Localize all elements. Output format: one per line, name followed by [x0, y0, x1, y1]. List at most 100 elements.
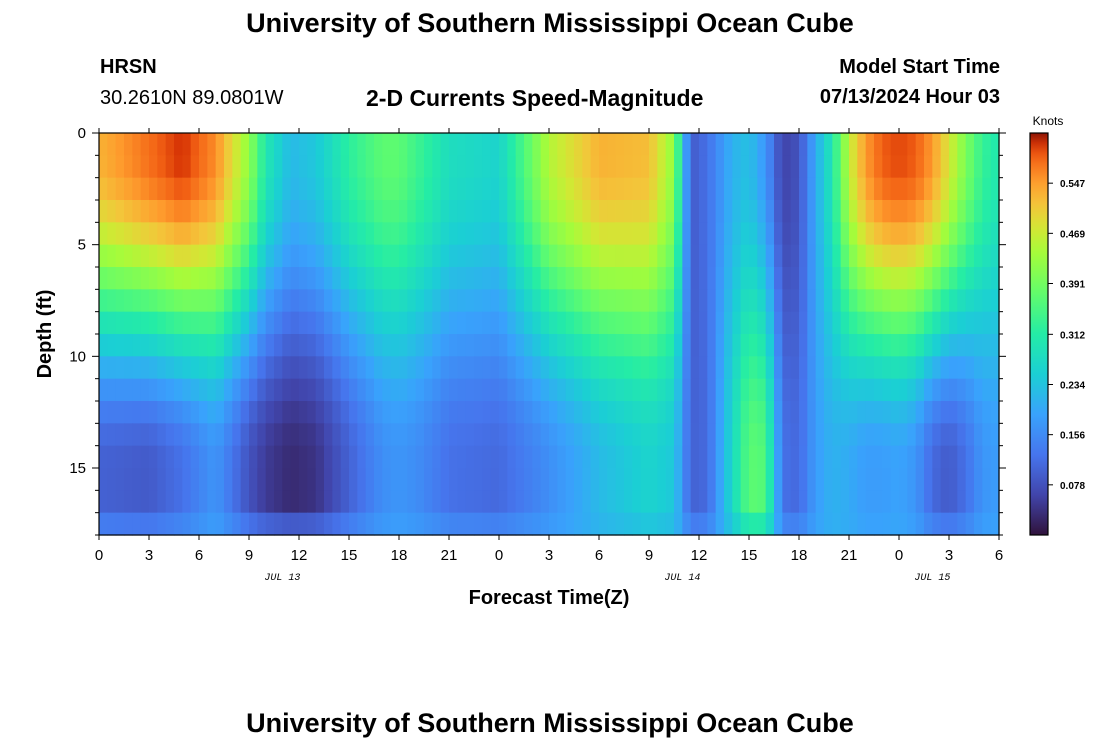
- heatmap-cell: [774, 445, 783, 469]
- heatmap-cell: [415, 177, 425, 201]
- heatmap-cell: [590, 401, 600, 424]
- heatmap-cell: [532, 512, 542, 536]
- colorbar-tick-label: 0.312: [1060, 330, 1085, 341]
- heatmap-cell: [882, 356, 892, 380]
- heatmap-cell: [940, 200, 950, 223]
- heatmap-cell: [632, 334, 642, 357]
- heatmap-cell: [299, 378, 308, 402]
- heatmap-cell: [857, 334, 867, 357]
- heatmap-cell: [649, 200, 658, 223]
- heatmap-cell: [390, 334, 400, 357]
- heatmap-cell: [624, 468, 633, 491]
- heatmap-cell: [874, 423, 883, 447]
- heatmap-cell: [790, 356, 800, 380]
- heatmap-cell: [490, 177, 500, 201]
- heatmap-cell: [915, 401, 925, 424]
- heatmap-cell: [482, 222, 492, 246]
- heatmap-cell: [440, 155, 450, 179]
- heatmap-cell: [99, 401, 108, 424]
- heatmap-cell: [965, 445, 975, 469]
- heatmap-cell: [440, 334, 450, 357]
- footer-title: University of Southern Mississippi Ocean…: [246, 708, 854, 738]
- heatmap-cell: [590, 311, 600, 335]
- heatmap-cell: [324, 289, 333, 313]
- heatmap-cell: [865, 200, 875, 223]
- heatmap-cell: [724, 289, 733, 313]
- heatmap-cell: [449, 155, 458, 179]
- heatmap-cell: [632, 378, 642, 402]
- heatmap-cell: [807, 334, 817, 357]
- heatmap-cell: [757, 512, 767, 536]
- heatmap-cell: [399, 133, 408, 156]
- heatmap-cell: [315, 356, 325, 380]
- heatmap-cell: [899, 289, 908, 313]
- heatmap-cell: [957, 378, 967, 402]
- heatmap-cell: [399, 200, 408, 223]
- heatmap-cell: [707, 155, 717, 179]
- heatmap-cell: [290, 133, 300, 156]
- heatmap-cell: [290, 490, 300, 514]
- heatmap-cell: [290, 334, 300, 357]
- heatmap-cell: [265, 267, 275, 290]
- heatmap-cell: [715, 222, 725, 246]
- heatmap-cell: [665, 200, 675, 223]
- heatmap-cell: [857, 356, 867, 380]
- heatmap-cell: [199, 401, 208, 424]
- colorbar-label: Knots: [1033, 114, 1064, 128]
- heatmap-cell: [815, 222, 825, 246]
- heatmap-cell: [549, 311, 558, 335]
- heatmap-cell: [507, 401, 517, 424]
- heatmap-cell: [507, 490, 517, 514]
- heatmap-cell: [199, 512, 208, 536]
- heatmap-cell: [249, 311, 258, 335]
- heatmap-cell: [624, 445, 633, 469]
- heatmap-cell: [765, 445, 775, 469]
- heatmap-cell: [807, 289, 817, 313]
- heatmap-cell: [365, 155, 375, 179]
- heatmap-cell: [399, 378, 408, 402]
- heatmap-cell: [940, 445, 950, 469]
- heatmap-cell: [782, 267, 792, 290]
- heatmap-cell: [957, 133, 967, 156]
- heatmap-cell: [699, 267, 708, 290]
- heatmap-cell: [715, 356, 725, 380]
- heatmap-cell: [465, 222, 475, 246]
- heatmap-cell: [615, 490, 625, 514]
- heatmap-cell: [982, 200, 992, 223]
- heatmap-cell: [224, 512, 233, 536]
- heatmap-cell: [457, 289, 467, 313]
- heatmap-cell: [182, 222, 192, 246]
- heatmap-cell: [407, 378, 417, 402]
- heatmap-cell: [265, 445, 275, 469]
- heatmap-cell: [249, 133, 258, 156]
- heatmap-cell: [690, 445, 700, 469]
- heatmap-cell: [199, 133, 208, 156]
- heatmap-cell: [949, 423, 958, 447]
- heatmap-cell: [907, 311, 917, 335]
- heatmap-cell: [582, 222, 592, 246]
- heatmap-cell: [607, 512, 617, 536]
- colorbar-tick-label: 0.469: [1060, 229, 1085, 240]
- heatmap-cell: [832, 222, 842, 246]
- heatmap-cell: [240, 334, 250, 357]
- heatmap-cell: [832, 490, 842, 514]
- heatmap-cell: [899, 155, 908, 179]
- heatmap-cell: [315, 244, 325, 268]
- heatmap-cell: [715, 200, 725, 223]
- heatmap-cell: [465, 334, 475, 357]
- heatmap-cell: [690, 378, 700, 402]
- heatmap-cell: [157, 490, 167, 514]
- heatmap-cell: [732, 512, 742, 536]
- heatmap-cell: [832, 334, 842, 357]
- heatmap-cell: [415, 155, 425, 179]
- heatmap-cell: [640, 311, 650, 335]
- heatmap-cell: [324, 356, 333, 380]
- heatmap-cell: [415, 244, 425, 268]
- heatmap-cell: [174, 222, 183, 246]
- heatmap-cell: [765, 401, 775, 424]
- heatmap-cell: [190, 155, 200, 179]
- heatmap-cell: [924, 311, 933, 335]
- heatmap-cell: [332, 334, 342, 357]
- heatmap-cell: [649, 401, 658, 424]
- heatmap-cell: [307, 200, 317, 223]
